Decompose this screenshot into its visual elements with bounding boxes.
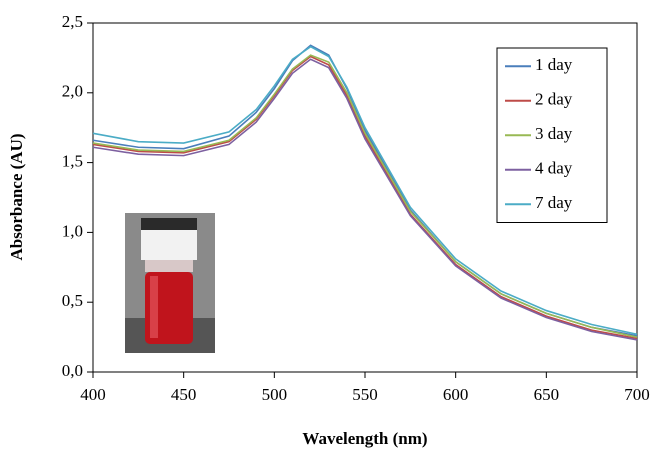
- legend-label: 4 day: [535, 159, 573, 178]
- legend-label: 2 day: [535, 90, 573, 109]
- y-tick-label: 2,5: [62, 12, 83, 31]
- x-tick-label: 500: [262, 385, 288, 404]
- y-tick-label: 2,0: [62, 82, 83, 101]
- y-tick-label: 1,5: [62, 152, 83, 171]
- x-axis-label: Wavelength (nm): [302, 429, 427, 448]
- inset-photo: [125, 213, 215, 353]
- x-tick-label: 550: [352, 385, 378, 404]
- x-tick-label: 650: [534, 385, 560, 404]
- data-line: [92, 54, 638, 338]
- y-tick-label: 0,5: [62, 291, 83, 310]
- x-tick-label: 450: [171, 385, 197, 404]
- data-line: [92, 45, 638, 336]
- legend-label: 1 day: [535, 55, 573, 74]
- y-axis-label: Absorbance (AU): [7, 133, 26, 260]
- x-tick-label: 700: [624, 385, 650, 404]
- x-tick-label: 400: [80, 385, 106, 404]
- legend-label: 7 day: [535, 193, 573, 212]
- y-tick-label: 0,0: [62, 361, 83, 380]
- legend-label: 3 day: [535, 124, 573, 143]
- y-tick-label: 1,0: [62, 221, 83, 240]
- data-line: [92, 58, 638, 341]
- data-line: [92, 55, 638, 340]
- x-tick-label: 600: [443, 385, 469, 404]
